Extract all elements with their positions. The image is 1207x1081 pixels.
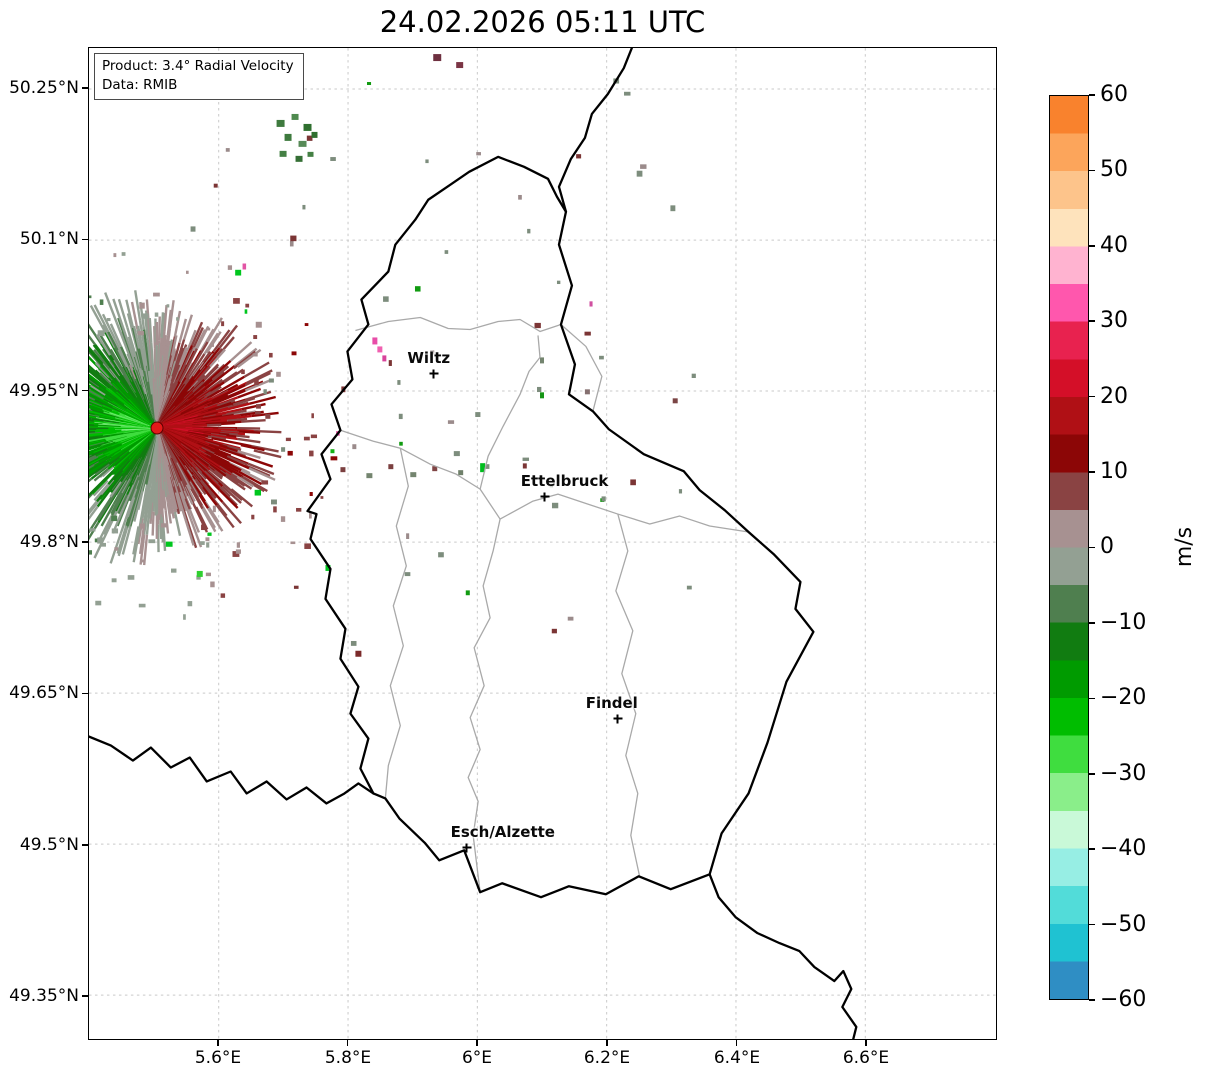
belgium-germany-border xyxy=(557,48,633,213)
city-marker-icon xyxy=(613,714,623,724)
axis-tick-mark xyxy=(82,844,88,846)
colorbar-tick-label: 30 xyxy=(1100,308,1128,333)
city-label: Esch/Alzette xyxy=(450,822,555,841)
x-tick-label: 6.2°E xyxy=(583,1048,631,1068)
x-tick-label: 5.8°E xyxy=(324,1048,372,1068)
district-border xyxy=(479,335,541,490)
colorbar-tick-label: −40 xyxy=(1100,836,1147,861)
district-border xyxy=(340,429,501,520)
axis-tick-mark xyxy=(82,541,88,543)
city-marker-icon xyxy=(540,492,550,502)
axis-tick-mark xyxy=(1089,245,1095,247)
y-tick-label: 49.95°N xyxy=(9,381,79,401)
axis-tick-mark xyxy=(217,1040,219,1046)
district-border xyxy=(499,493,749,533)
axis-tick-mark xyxy=(735,1040,738,1046)
y-tick-label: 49.8°N xyxy=(19,532,79,552)
product-info-box: Product: 3.4° Radial Velocity Data: RMIB xyxy=(94,53,304,100)
axis-tick-mark xyxy=(1089,546,1095,549)
axis-tick-mark xyxy=(1089,772,1095,775)
x-tick-label: 6°E xyxy=(461,1048,493,1068)
axis-tick-mark xyxy=(82,238,88,241)
map-plot-area: Product: 3.4° Radial Velocity Data: RMIB… xyxy=(88,47,997,1040)
y-tick-label: 50.25°N xyxy=(9,78,79,98)
axis-tick-mark xyxy=(1089,848,1095,850)
axis-tick-mark xyxy=(82,87,88,89)
axis-tick-mark xyxy=(1089,471,1095,473)
district-borders xyxy=(340,316,749,893)
colorbar-tick-label: 10 xyxy=(1100,459,1128,484)
axis-tick-mark xyxy=(1089,999,1095,1001)
axis-tick-mark xyxy=(1089,697,1095,700)
axis-tick-mark xyxy=(1089,94,1095,96)
district-border xyxy=(355,316,562,333)
city-marker-icon xyxy=(462,843,472,853)
country-borders xyxy=(89,48,858,1039)
colorbar-tick-label: −50 xyxy=(1100,912,1147,937)
x-tick-label: 5.6°E xyxy=(194,1048,242,1068)
page-title: 24.02.2026 05:11 UTC xyxy=(379,5,706,39)
colorbar-gradient xyxy=(1049,95,1089,1000)
y-tick-label: 49.65°N xyxy=(9,683,79,703)
district-border xyxy=(615,513,641,878)
colorbar-tick-label: −10 xyxy=(1100,610,1147,635)
colorbar-tick-label: −30 xyxy=(1100,761,1147,786)
y-tick-label: 49.35°N xyxy=(9,986,79,1006)
radar-velocity-field xyxy=(89,54,696,657)
district-border xyxy=(467,518,501,893)
axis-tick-mark xyxy=(346,1040,349,1046)
axis-tick-mark xyxy=(82,389,88,392)
district-border xyxy=(384,448,409,799)
axis-tick-mark xyxy=(1089,923,1095,926)
radar-site-marker xyxy=(150,421,164,435)
axis-tick-mark xyxy=(606,1040,608,1046)
colorbar-tick-label: 50 xyxy=(1100,157,1128,182)
grid-lines xyxy=(89,48,996,1039)
info-data-line: Data: RMIB xyxy=(102,76,178,93)
axis-tick-mark xyxy=(1089,395,1095,398)
x-tick-label: 6.4°E xyxy=(713,1048,761,1068)
x-tick-label: 6.6°E xyxy=(842,1048,890,1068)
colorbar-tick-label: 0 xyxy=(1100,534,1114,559)
axis-tick-mark xyxy=(1089,320,1095,323)
info-product-line: Product: 3.4° Radial Velocity xyxy=(102,58,294,74)
colorbar-tick-label: −60 xyxy=(1100,987,1147,1012)
city-label: Wiltz xyxy=(407,348,451,367)
borders-layer xyxy=(89,48,858,1039)
luxembourg-border xyxy=(306,155,815,899)
y-tick-label: 49.5°N xyxy=(19,835,79,855)
city-marker-icon xyxy=(429,369,439,378)
axis-tick-mark xyxy=(476,1040,478,1046)
germany-france-border xyxy=(708,873,858,1039)
belgium-france-border xyxy=(89,735,375,805)
axis-tick-mark xyxy=(82,995,88,997)
axis-tick-mark xyxy=(865,1040,867,1046)
colorbar-unit-label: m/s xyxy=(1172,526,1197,568)
city-label: Ettelbruck xyxy=(520,471,609,490)
axis-tick-mark xyxy=(1089,622,1095,624)
city-label: Findel xyxy=(585,693,638,712)
colorbar-tick-label: 40 xyxy=(1100,233,1128,258)
y-tick-label: 50.1°N xyxy=(19,229,79,249)
colorbar-tick-label: 60 xyxy=(1100,82,1128,107)
district-border xyxy=(560,323,603,412)
colorbar-tick-label: −20 xyxy=(1100,685,1147,710)
colorbar-tick-label: 20 xyxy=(1100,384,1128,409)
axis-tick-mark xyxy=(1089,169,1095,172)
axis-tick-mark xyxy=(82,692,88,695)
